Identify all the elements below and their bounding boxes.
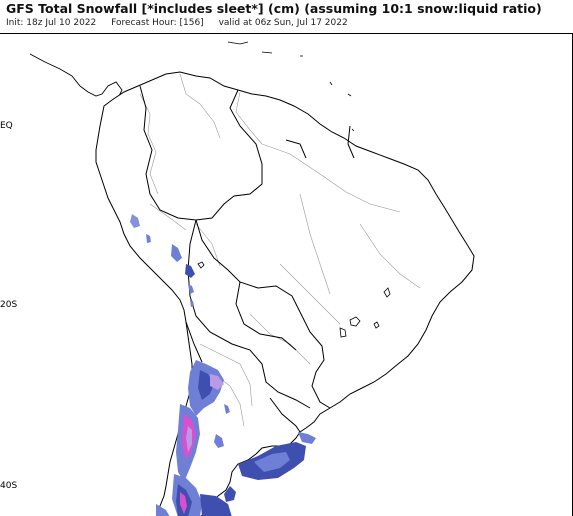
lakes [197,261,391,338]
lat-label-20s: 20S [0,300,18,310]
map-title: GFS Total Snowfall [*includes sleet*] (c… [6,1,542,16]
snowfall-map: EQ 20S 40S [0,33,573,516]
snowfall-shading [130,214,316,516]
valid-time: valid at 06z Sun, Jul 17 2022 [218,18,348,28]
caribbean-islands [227,41,355,132]
forecast-hour: Forecast Hour: [156] [111,18,204,28]
central-america-coast [29,53,123,107]
lat-label-40s: 40S [0,481,18,491]
lat-label-eq: EQ [0,121,13,131]
map-header: GFS Total Snowfall [*includes sleet*] (c… [6,1,571,29]
map-subtitle: Init: 18z Jul 10 2022 Forecast Hour: [15… [6,17,571,29]
south-america-map-svg [29,41,475,516]
init-time: Init: 18z Jul 10 2022 [6,18,97,28]
